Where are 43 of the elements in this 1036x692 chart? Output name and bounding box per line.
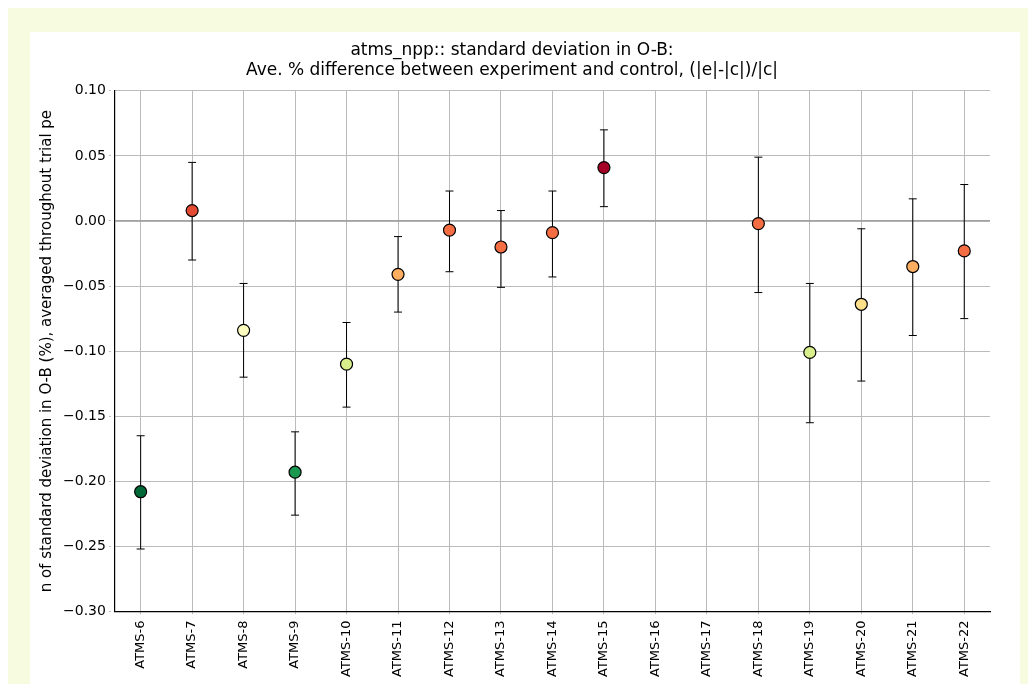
x-tick-label: ATMS-20 (852, 620, 868, 678)
x-tick-label: ATMS-18 (749, 620, 765, 678)
x-tick-label: ATMS-9 (286, 620, 302, 669)
point (854, 297, 868, 311)
x-tick-label: ATMS-21 (904, 620, 920, 678)
y-tick-label: −0.30 (63, 602, 106, 619)
x-tick-label: ATMS-14 (543, 620, 559, 678)
point (236, 323, 251, 337)
point (803, 345, 817, 360)
point (134, 485, 148, 499)
x-tick-label: ATMS-11 (389, 620, 405, 678)
point (494, 240, 508, 254)
y-tick-label: 0.10 (74, 81, 106, 98)
y-axis-title: n of standard deviation in O-B (%), averaged throughout trial pe (36, 109, 55, 593)
point (597, 161, 611, 175)
x-tick-label: ATMS-13 (492, 620, 508, 678)
y-tick-label: −0.05 (63, 276, 106, 293)
chart-title: atms_npp:: standard deviation in O-B: Ave. % difference between experiment and control, (|e|-|c|)/|c| (246, 38, 778, 80)
point (545, 226, 560, 240)
x-tick-label: ATMS-6 (132, 620, 148, 669)
x-tick-label: ATMS-15 (595, 620, 611, 678)
point (442, 223, 457, 237)
x-tick-label: ATMS-8 (234, 620, 250, 669)
y-tick-label: −0.25 (63, 537, 106, 554)
y-tick-label: −0.10 (63, 341, 106, 358)
x-tick-label: ATMS-7 (183, 620, 199, 669)
point (339, 357, 354, 371)
x-tick-label: ATMS-10 (337, 620, 353, 678)
x-tick-label: ATMS-19 (801, 620, 817, 678)
x-tick-label: ATMS-12 (440, 620, 456, 678)
x-tick-label: ATMS-16 (646, 620, 662, 678)
point (906, 259, 920, 274)
x-tick-label: ATMS-17 (698, 620, 714, 678)
point (391, 267, 405, 281)
point (751, 216, 765, 231)
point (288, 465, 302, 479)
y-tick-label: −0.15 (63, 406, 106, 423)
y-tick-label: 0.05 (74, 146, 106, 163)
point (957, 244, 971, 258)
y-tick-label: 0.00 (74, 211, 106, 228)
point (185, 203, 199, 218)
x-tick-label: ATMS-22 (955, 620, 971, 678)
y-tick-label: −0.20 (63, 471, 106, 488)
